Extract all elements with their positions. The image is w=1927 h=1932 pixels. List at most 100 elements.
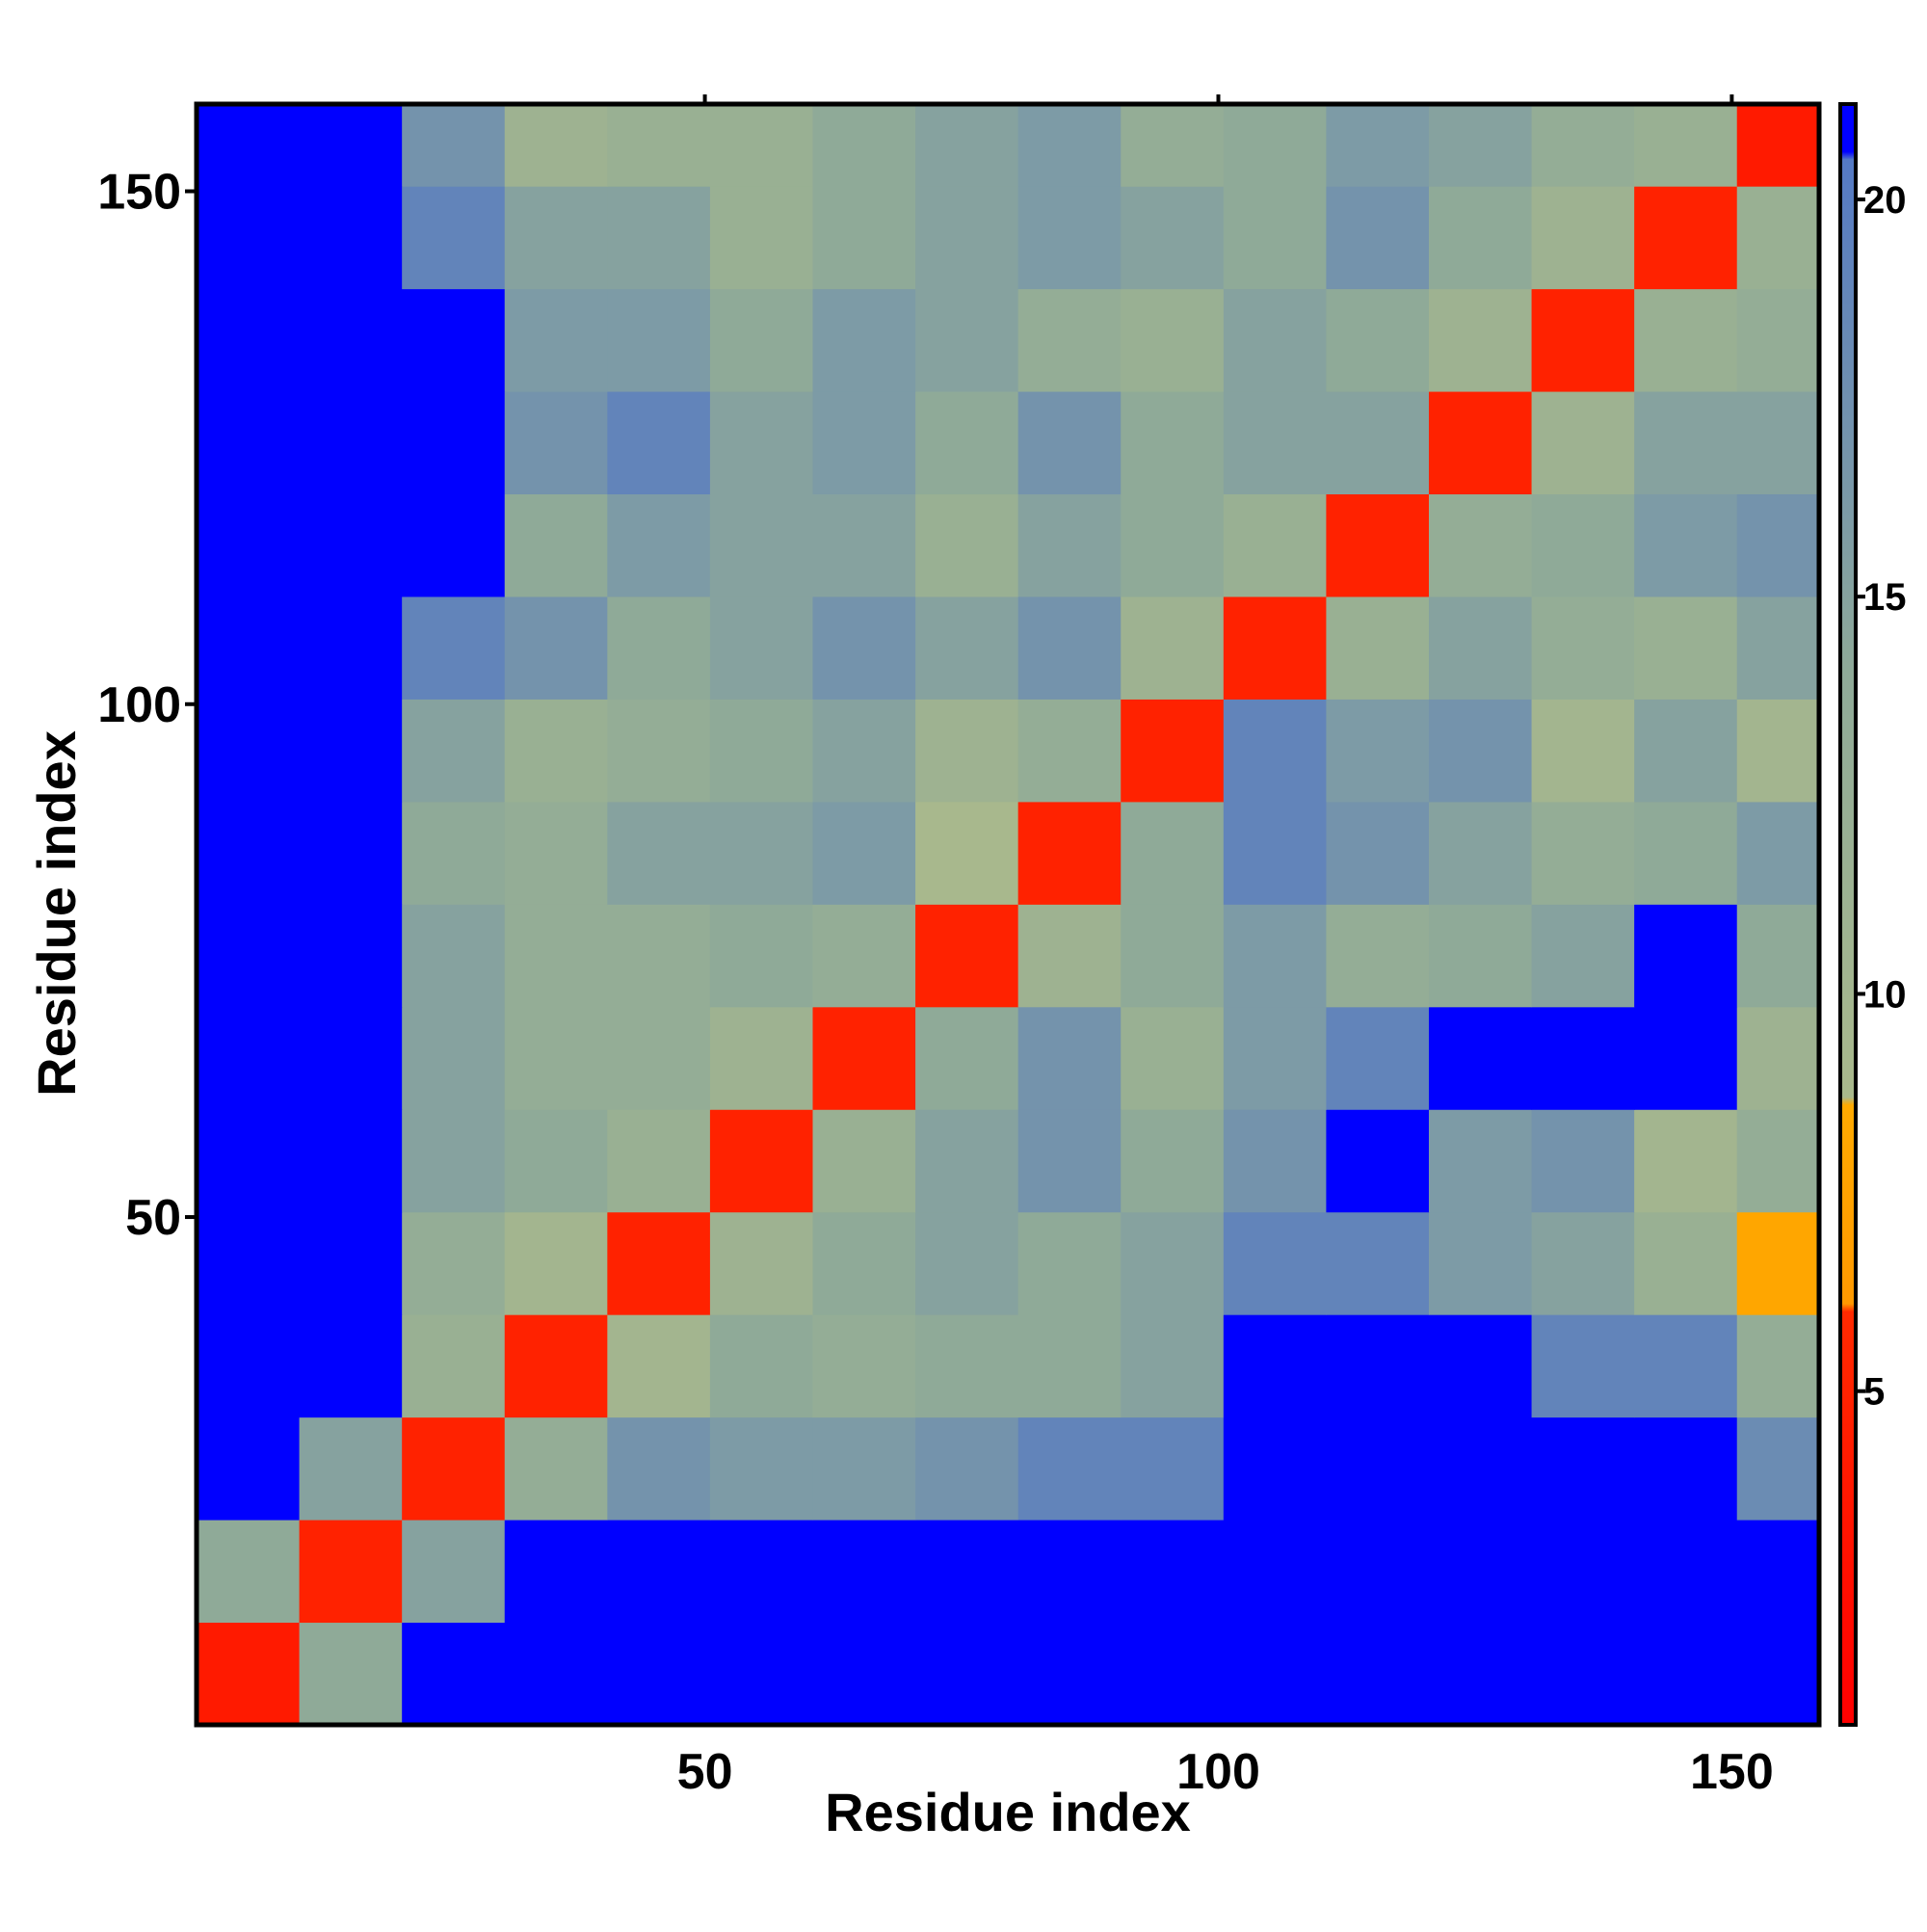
- heatmap-cell: [402, 801, 506, 905]
- heatmap-cell: [1531, 1109, 1635, 1213]
- colorbar: [1838, 102, 1858, 1727]
- heatmap-cell: [1121, 186, 1225, 290]
- heatmap-cell: [1634, 1006, 1738, 1110]
- heatmap-cell: [299, 288, 403, 392]
- colorbar-tick-label: 20: [1863, 179, 1907, 222]
- heatmap-cell: [402, 904, 506, 1008]
- heatmap-cell: [812, 801, 916, 905]
- colorbar-tick-label: 15: [1863, 576, 1907, 619]
- heatmap-cell: [915, 699, 1019, 803]
- heatmap-cell: [1531, 1416, 1635, 1521]
- heatmap-cell: [1223, 104, 1327, 187]
- heatmap-cell: [1428, 1006, 1533, 1110]
- heatmap-cell: [299, 1416, 403, 1521]
- heatmap-cell: [709, 493, 813, 597]
- heatmap-cell: [299, 186, 403, 290]
- heatmap-cell: [812, 493, 916, 597]
- heatmap-cell: [299, 1211, 403, 1315]
- heatmap-cell: [915, 801, 1019, 905]
- heatmap-cell: [1531, 904, 1635, 1008]
- heatmap-cell: [504, 595, 608, 700]
- heatmap-cell: [1634, 391, 1738, 495]
- y-tick-label: 50: [125, 1190, 181, 1246]
- heatmap-cell: [299, 1314, 403, 1418]
- heatmap-cell: [1634, 104, 1738, 187]
- heatmap-cell: [812, 595, 916, 700]
- heatmap-cell: [1736, 1314, 1820, 1418]
- heatmap-cell: [1223, 288, 1327, 392]
- heatmap-cell: [607, 1520, 711, 1624]
- heatmap-cell: [812, 288, 916, 392]
- heatmap-cell: [1531, 391, 1635, 495]
- heatmap-cell: [1531, 104, 1635, 187]
- heatmap-cell: [504, 904, 608, 1008]
- heatmap-cell: [1736, 1622, 1820, 1726]
- heatmap-cell: [1326, 801, 1430, 905]
- heatmap-cell: [1326, 186, 1430, 290]
- heatmap-cell: [299, 493, 403, 597]
- x-tick-label: 100: [1176, 1744, 1260, 1800]
- y-tick-label: 150: [97, 164, 181, 220]
- heatmap-cell: [1736, 493, 1820, 597]
- heatmap-cell: [1428, 699, 1533, 803]
- heatmap-cell: [1326, 904, 1430, 1008]
- heatmap-cell: [1634, 288, 1738, 392]
- heatmap-cell: [299, 1622, 403, 1726]
- heatmap-cell: [402, 1314, 506, 1418]
- heatmap-cell: [1531, 1622, 1635, 1726]
- heatmap-cell: [1428, 1314, 1533, 1418]
- heatmap-cell: [1017, 1520, 1122, 1624]
- heatmap-cell: [1736, 391, 1820, 495]
- heatmap-cell: [1223, 595, 1327, 700]
- heatmap-cell: [1121, 699, 1225, 803]
- heatmap-cell: [299, 1006, 403, 1110]
- heatmap-cell: [1326, 595, 1430, 700]
- heatmap-cell: [504, 391, 608, 495]
- heatmap-cell: [504, 1416, 608, 1521]
- heatmap-cell: [915, 595, 1019, 700]
- heatmap-cell: [1017, 801, 1122, 905]
- heatmap-cell: [402, 595, 506, 700]
- heatmap-cell: [1121, 1211, 1225, 1315]
- heatmap-cell: [402, 288, 506, 392]
- heatmap-cell: [1326, 1520, 1430, 1624]
- heatmap-cell: [299, 595, 403, 700]
- heatmap-cell: [1121, 1520, 1225, 1624]
- heatmap-cell: [709, 1109, 813, 1213]
- heatmap-cell: [709, 1416, 813, 1521]
- heatmap-cell: [915, 904, 1019, 1008]
- heatmap-cell: [197, 288, 301, 392]
- heatmap-cell: [915, 1416, 1019, 1521]
- heatmap-cell: [504, 1622, 608, 1726]
- heatmap-cell: [915, 1314, 1019, 1418]
- heatmap-cell: [1121, 1006, 1225, 1110]
- heatmap-cell: [1736, 288, 1820, 392]
- heatmap-cell: [299, 391, 403, 495]
- heatmap-cell: [812, 104, 916, 187]
- heatmap-cell: [1121, 493, 1225, 597]
- heatmap-cell: [1017, 493, 1122, 597]
- heatmap-cell: [299, 801, 403, 905]
- heatmap-cell: [1634, 699, 1738, 803]
- heatmap-cell: [1428, 1109, 1533, 1213]
- heatmap-cell: [1531, 1314, 1635, 1418]
- heatmap-cell: [709, 104, 813, 187]
- heatmap-cell: [197, 699, 301, 803]
- y-tick-label: 100: [97, 677, 181, 733]
- heatmap-cell: [1121, 904, 1225, 1008]
- colorbar-tick-label: 5: [1863, 1371, 1885, 1414]
- heatmap-cell: [1736, 904, 1820, 1008]
- plot-frame: [194, 101, 1822, 1728]
- heatmap-cell: [1634, 1211, 1738, 1315]
- heatmap-cell: [607, 699, 711, 803]
- heatmap-cell: [197, 493, 301, 597]
- heatmap-cell: [1121, 391, 1225, 495]
- heatmap-cell: [1223, 1520, 1327, 1624]
- heatmap-cell: [915, 1211, 1019, 1315]
- heatmap-cell: [709, 595, 813, 700]
- heatmap-cell: [1223, 1622, 1327, 1726]
- heatmap-cell: [1326, 699, 1430, 803]
- heatmap-cell: [1736, 801, 1820, 905]
- heatmap-cell: [1736, 186, 1820, 290]
- heatmap-cell: [1736, 1211, 1820, 1315]
